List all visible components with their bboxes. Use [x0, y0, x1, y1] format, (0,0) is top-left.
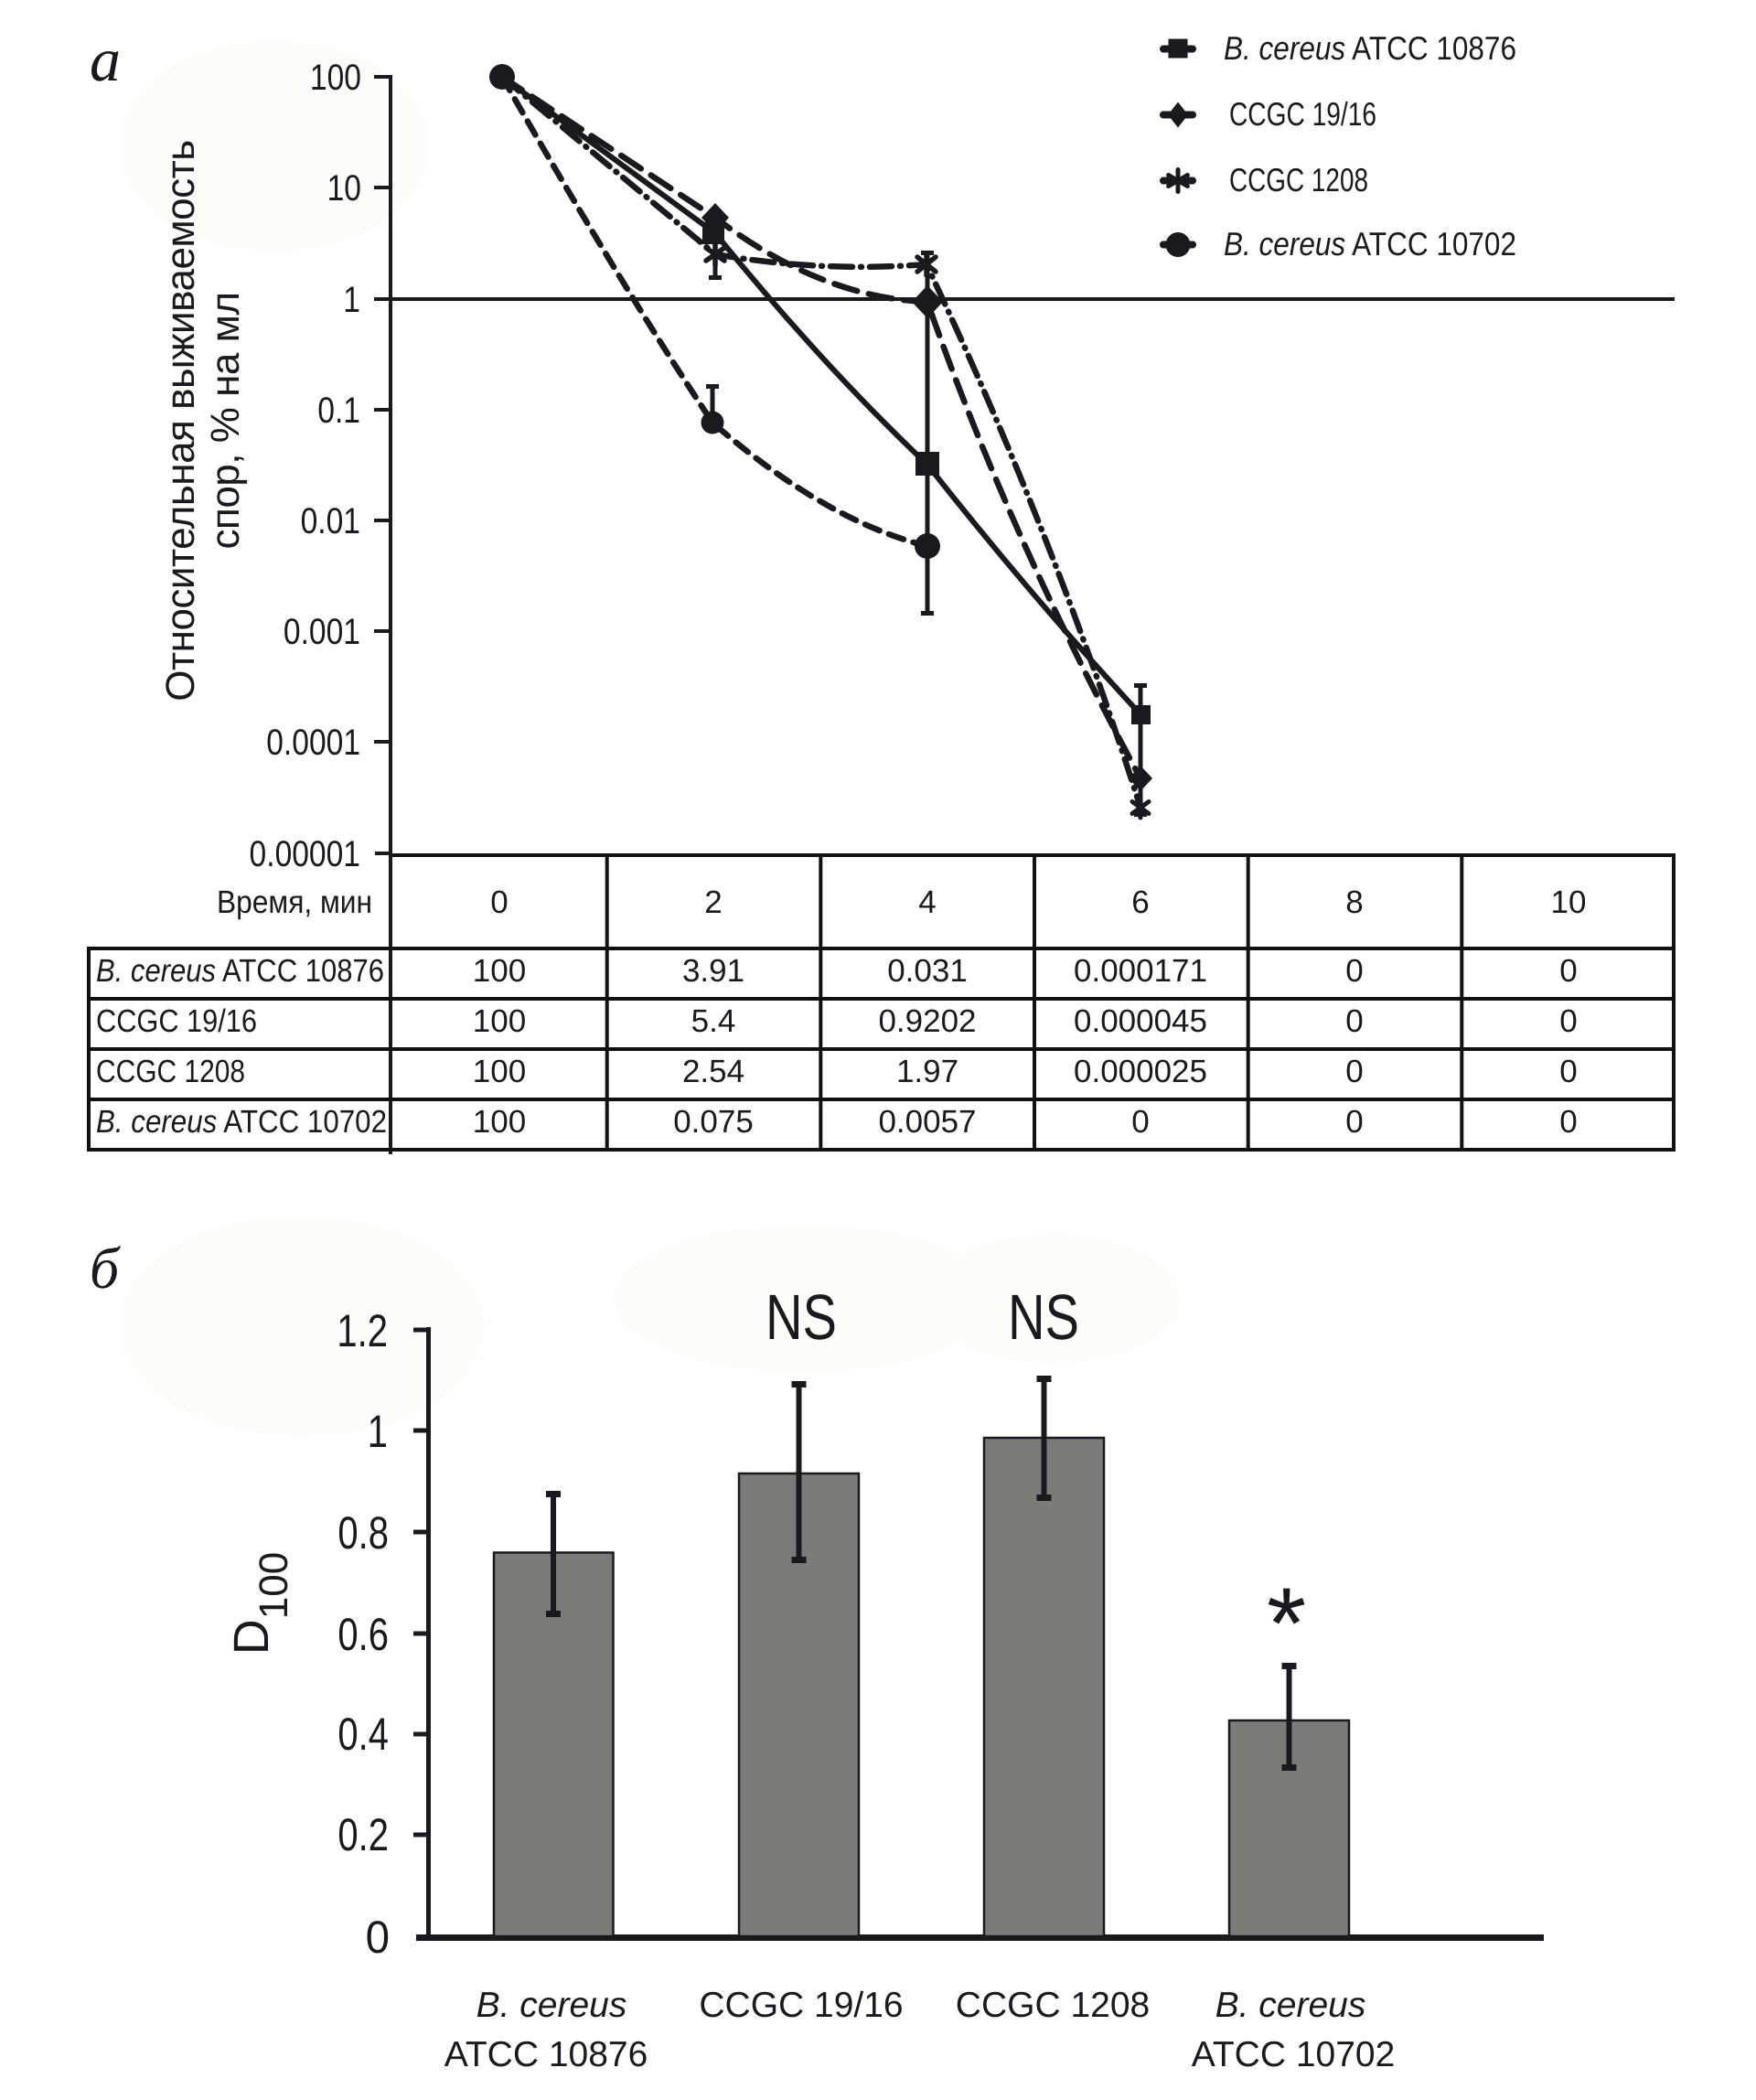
svg-text:0.00001: 0.00001 [250, 834, 360, 874]
svg-text:100: 100 [473, 1054, 526, 1089]
svg-text:0: 0 [1559, 1104, 1577, 1140]
svg-text:0: 0 [1345, 1054, 1363, 1089]
svg-text:0: 0 [366, 1912, 390, 1963]
svg-text:0.8: 0.8 [337, 1507, 389, 1559]
svg-text:B. cereus ATCC 10876: B. cereus ATCC 10876 [96, 953, 384, 989]
svg-text:0.000171: 0.000171 [1074, 953, 1207, 989]
svg-text:0.4: 0.4 [337, 1709, 389, 1760]
svg-text:1.97: 1.97 [896, 1054, 958, 1089]
svg-text:CCGC 19/16: CCGC 19/16 [96, 1003, 257, 1039]
svg-text:0.2: 0.2 [337, 1809, 389, 1860]
svg-text:100: 100 [473, 1104, 526, 1140]
svg-text:0.0001: 0.0001 [266, 723, 360, 763]
svg-text:1.2: 1.2 [337, 1305, 388, 1356]
svg-text:B. cereus ATCC 10702: B. cereus ATCC 10702 [96, 1104, 387, 1140]
svg-text:CCGC 19/16: CCGC 19/16 [699, 1986, 903, 2025]
svg-text:100: 100 [310, 58, 361, 98]
svg-text:спор, % на мл: спор, % на мл [203, 293, 248, 550]
svg-text:B. cereus: B. cereus [1215, 1986, 1366, 2025]
svg-text:NS: NS [766, 1281, 837, 1353]
svg-text:1: 1 [343, 280, 360, 320]
svg-text:100: 100 [473, 953, 526, 989]
svg-text:0.075: 0.075 [673, 1104, 754, 1140]
svg-text:0.000025: 0.000025 [1074, 1054, 1207, 1089]
svg-text:B. cereus ATCC 10702: B. cereus ATCC 10702 [1224, 225, 1516, 262]
svg-text:10: 10 [1551, 884, 1587, 920]
svg-text:8: 8 [1345, 884, 1363, 920]
svg-text:10: 10 [327, 168, 361, 209]
svg-text:CCGC 19/16: CCGC 19/16 [1229, 95, 1376, 133]
svg-text:0.6: 0.6 [337, 1609, 389, 1660]
svg-text:0: 0 [1345, 953, 1363, 989]
svg-text:3.91: 3.91 [682, 953, 744, 989]
svg-text:CCGC 1208: CCGC 1208 [956, 1986, 1150, 2025]
svg-text:2: 2 [704, 884, 722, 920]
svg-text:0: 0 [1559, 953, 1577, 989]
svg-text:Время, мин: Время, мин [217, 884, 372, 920]
svg-text:CCGC 1208: CCGC 1208 [96, 1054, 245, 1089]
svg-text:0.01: 0.01 [301, 501, 360, 541]
svg-text:0.1: 0.1 [317, 391, 360, 431]
svg-text:6: 6 [1131, 884, 1149, 920]
svg-text:4: 4 [918, 884, 936, 920]
svg-text:0: 0 [1131, 1104, 1149, 1140]
svg-text:0: 0 [490, 884, 508, 920]
svg-text:0.000045: 0.000045 [1074, 1003, 1207, 1039]
svg-text:*: * [1267, 1567, 1306, 1680]
svg-text:B. cereus: B. cereus [476, 1986, 627, 2025]
svg-text:б: б [90, 1236, 121, 1301]
svg-text:0.9202: 0.9202 [878, 1003, 976, 1039]
svg-text:a: a [90, 25, 121, 94]
svg-text:100: 100 [473, 1003, 526, 1039]
svg-text:5.4: 5.4 [691, 1003, 736, 1039]
svg-text:0: 0 [1559, 1003, 1577, 1039]
svg-text:0.0057: 0.0057 [878, 1104, 976, 1140]
svg-text:0.001: 0.001 [284, 612, 360, 652]
svg-text:NS: NS [1008, 1281, 1079, 1353]
svg-text:0: 0 [1559, 1054, 1577, 1089]
svg-text:1: 1 [368, 1406, 388, 1457]
svg-text:CCGC 1208: CCGC 1208 [1229, 161, 1368, 198]
svg-text:ATCC 10702: ATCC 10702 [1192, 2035, 1396, 2074]
svg-text:B. cereus ATCC 10876: B. cereus ATCC 10876 [1224, 29, 1516, 67]
svg-text:2.54: 2.54 [682, 1054, 744, 1089]
svg-text:0.031: 0.031 [887, 953, 968, 989]
svg-text:ATCC 10876: ATCC 10876 [444, 2035, 648, 2074]
svg-text:Относительная выживаемость: Относительная выживаемость [158, 140, 203, 701]
svg-text:0: 0 [1345, 1104, 1363, 1140]
svg-text:0: 0 [1345, 1003, 1363, 1039]
